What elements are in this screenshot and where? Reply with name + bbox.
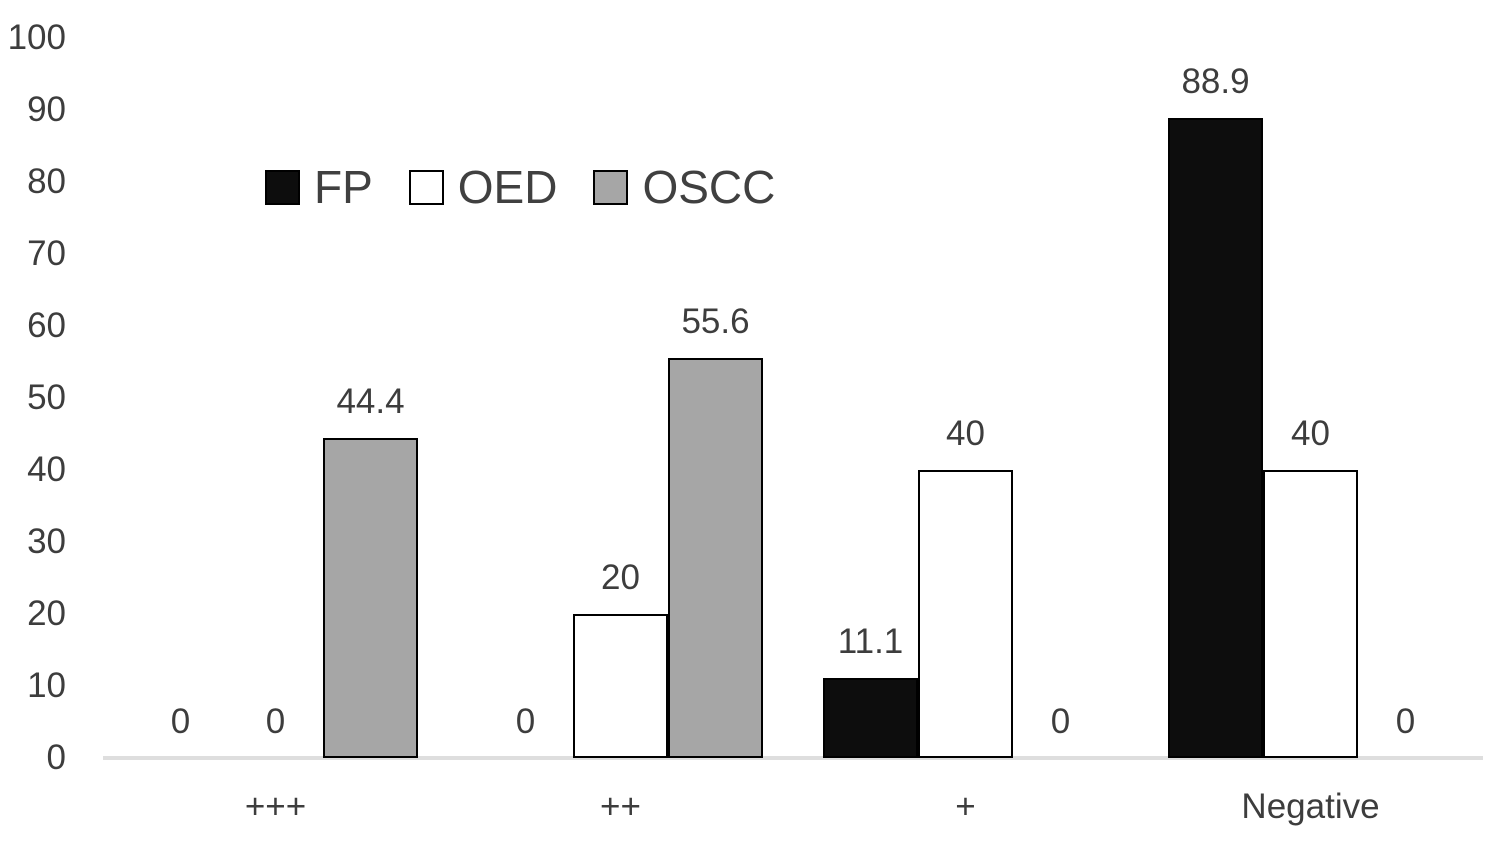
- bar-oed-pp: [573, 614, 668, 758]
- x-axis-category-label-p: +: [955, 787, 976, 826]
- data-label-oed-pp: 20: [601, 558, 640, 597]
- data-label-fp-p: 11.1: [837, 622, 904, 661]
- y-axis-tick-label: 60: [27, 306, 66, 345]
- data-label-fp-negative: 88.9: [1181, 62, 1250, 101]
- y-axis-tick-label: 70: [27, 234, 66, 273]
- legend-swatch-oscc: [593, 169, 629, 205]
- y-axis-tick-label: 10: [27, 666, 66, 705]
- x-axis-category-label-negative: Negative: [1241, 787, 1380, 826]
- y-axis-tick-label: 80: [27, 162, 66, 201]
- x-axis-category-label-ppp: +++: [244, 787, 307, 826]
- data-label-oscc-negative: 0: [1395, 702, 1416, 741]
- bar-fp-p: [823, 678, 918, 758]
- legend-label-oed: OED: [457, 161, 558, 213]
- legend-item-fp: FP: [265, 162, 373, 212]
- y-axis-tick-label: 30: [27, 522, 66, 561]
- data-label-oscc-p: 0: [1050, 702, 1071, 741]
- bar-oscc-ppp: [323, 438, 418, 758]
- data-label-oscc-pp: 55.6: [681, 302, 750, 341]
- data-label-fp-pp: 0: [515, 702, 536, 741]
- legend-swatch-fp: [265, 169, 300, 205]
- legend: FP OED OSCC: [265, 162, 775, 212]
- data-label-fp-ppp: 0: [170, 702, 191, 741]
- bar-oscc-pp: [668, 358, 763, 758]
- legend-item-oed: OED: [408, 161, 558, 213]
- x-axis-line: [103, 756, 1483, 760]
- y-axis-tick-label: 90: [27, 90, 66, 129]
- legend-item-oscc: OSCC: [593, 162, 775, 212]
- y-axis-tick-label: 40: [27, 450, 66, 489]
- legend-label-oscc: OSCC: [642, 161, 776, 213]
- data-label-oed-ppp: 0: [265, 702, 286, 741]
- y-axis-tick-label: 20: [27, 594, 66, 633]
- data-label-oed-negative: 40: [1291, 414, 1330, 453]
- bar-oed-negative: [1263, 470, 1358, 758]
- bar-oed-p: [918, 470, 1013, 758]
- x-axis-category-label-pp: ++: [600, 787, 641, 826]
- y-axis-tick-label: 0: [46, 738, 66, 777]
- y-axis-tick-label: 50: [27, 378, 66, 417]
- legend-swatch-oed: [408, 169, 444, 205]
- bar-fp-negative: [1168, 118, 1263, 758]
- data-label-oscc-ppp: 44.4: [336, 382, 405, 421]
- y-axis-tick-label: 100: [7, 18, 66, 57]
- data-label-oed-p: 40: [946, 414, 985, 453]
- legend-label-fp: FP: [314, 161, 373, 213]
